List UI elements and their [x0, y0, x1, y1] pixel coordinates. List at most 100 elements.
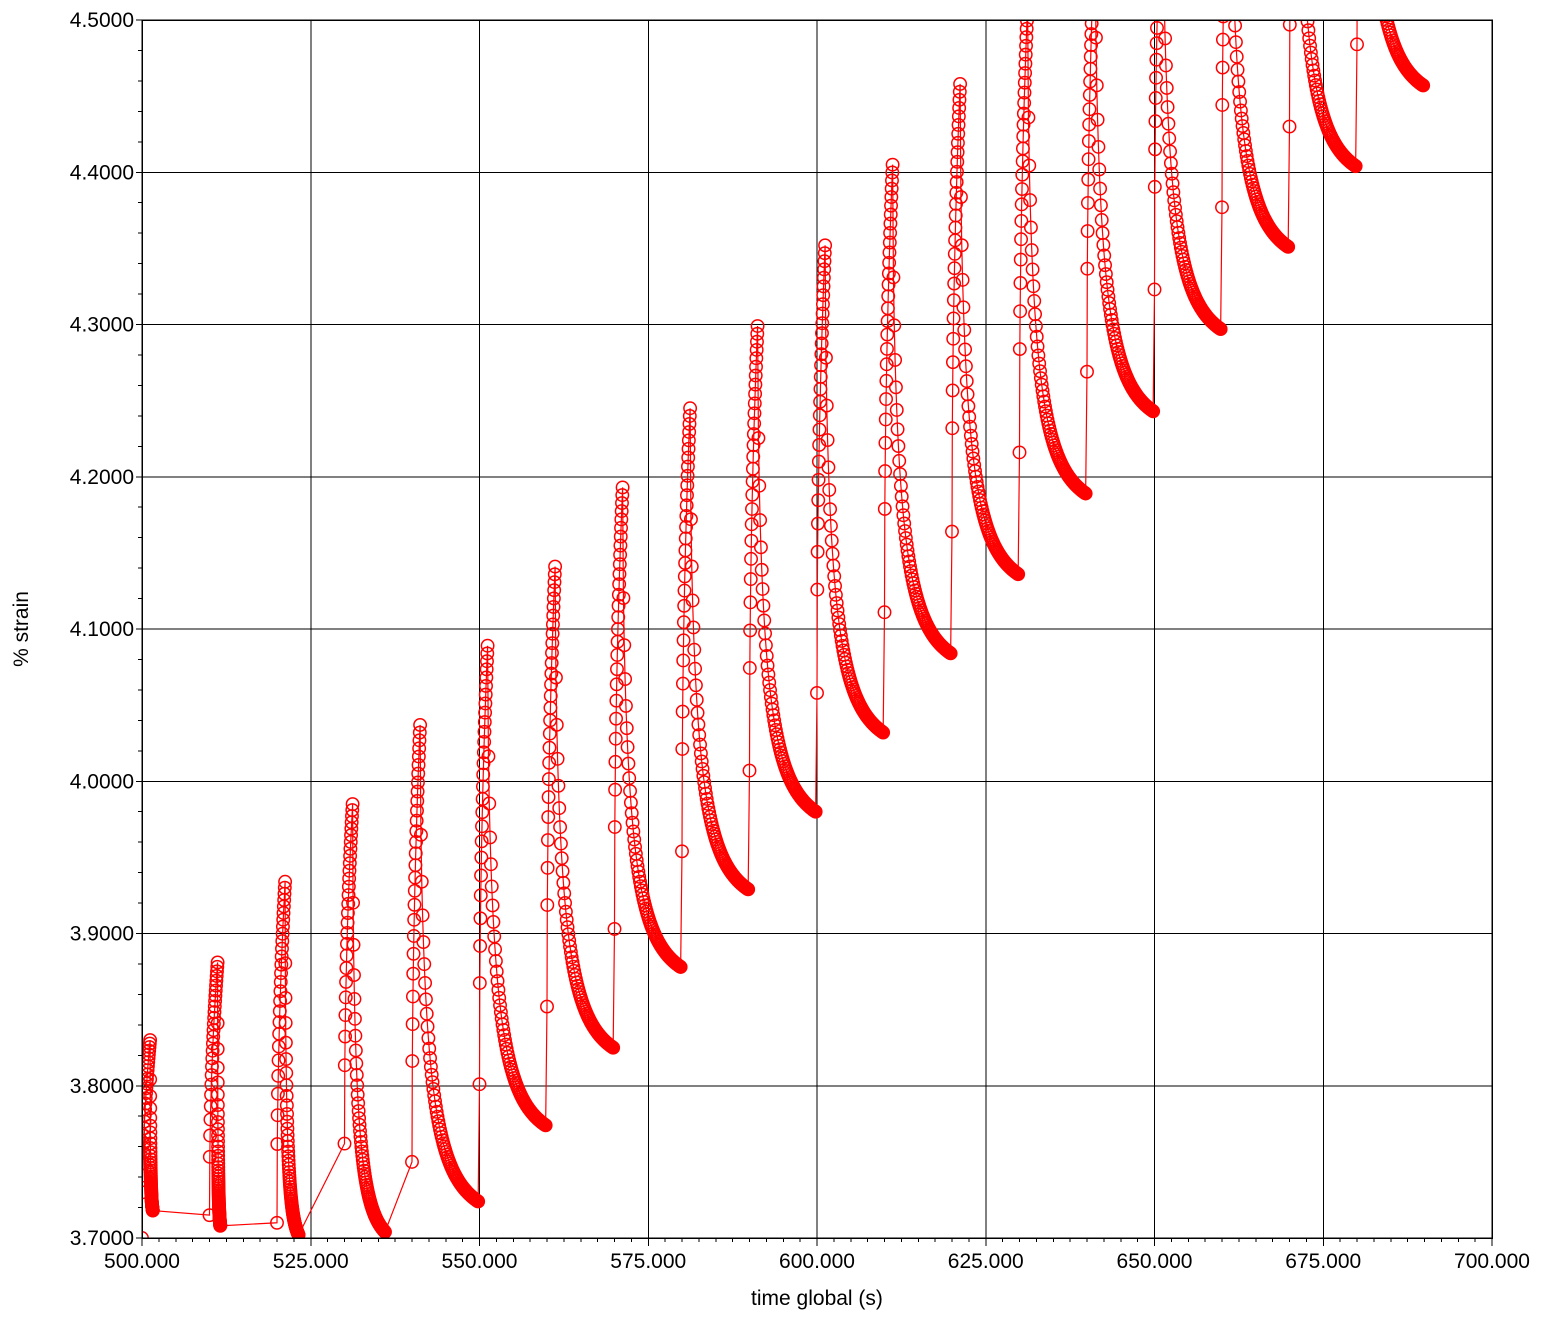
data-point: [876, 725, 891, 740]
data-point: [541, 810, 556, 825]
data-point: [1239, 149, 1254, 164]
data-point: [1080, 364, 1094, 379]
data-point: [679, 509, 694, 523]
data-point: [497, 1028, 512, 1043]
data-point: [1307, 68, 1322, 83]
data-point: [210, 964, 224, 979]
data-point: [210, 1016, 225, 1031]
data-point: [810, 544, 825, 559]
data-point: [886, 270, 901, 285]
data-point: [1170, 220, 1185, 235]
data-point: [410, 784, 425, 799]
data-point: [340, 915, 355, 930]
y-tick-label: 4.4000: [70, 161, 134, 184]
data-point: [949, 175, 964, 190]
data-point: [946, 311, 961, 326]
data-point: [347, 992, 362, 1006]
data-point: [961, 399, 976, 414]
data-point: [405, 1054, 420, 1068]
data-point: [544, 677, 558, 692]
data-point: [949, 185, 964, 200]
data-point: [411, 766, 426, 781]
data-point: [270, 1108, 285, 1123]
data-point: [1104, 313, 1119, 327]
data-point: [1233, 94, 1248, 109]
data-point: [279, 1098, 294, 1113]
data-point: [1035, 383, 1050, 398]
data-point: [947, 246, 962, 261]
data-point: [630, 859, 645, 874]
data-point: [1166, 185, 1181, 200]
data-point: [340, 926, 355, 940]
data-point: [472, 1077, 487, 1092]
data-point: [695, 761, 710, 776]
data-point: [542, 740, 557, 755]
data-point: [1232, 85, 1247, 99]
data-point: [1013, 252, 1028, 267]
data-point: [474, 850, 489, 865]
data-point: [750, 326, 765, 341]
data-point: [879, 392, 894, 407]
data-point: [882, 235, 897, 250]
data-point: [633, 874, 647, 889]
data-point: [885, 173, 899, 188]
data-point: [478, 696, 493, 711]
data-point: [677, 569, 692, 584]
data-point: [1377, 0, 1389, 10]
data-point: [338, 990, 353, 1005]
data-point: [692, 728, 707, 742]
data-point: [812, 422, 827, 437]
data-point: [700, 796, 715, 811]
x-tick-label: 550.000: [442, 1250, 518, 1273]
data-point: [741, 882, 756, 897]
data-point: [901, 549, 916, 564]
data-point: [1159, 81, 1174, 95]
data-point: [968, 469, 983, 484]
data-point: [631, 864, 646, 879]
data-point: [351, 1096, 366, 1111]
data-point: [884, 181, 899, 196]
data-point: [893, 478, 908, 493]
data-point: [541, 790, 556, 804]
data-point: [270, 1086, 285, 1101]
data-point: [420, 1019, 435, 1034]
data-point: [479, 662, 494, 677]
data-point: [611, 610, 626, 625]
data-point: [1024, 243, 1039, 258]
data-point: [143, 1141, 158, 1155]
data-point: [472, 976, 487, 990]
data-point: [1234, 111, 1249, 126]
data-point: [885, 157, 900, 172]
data-point: [618, 672, 633, 687]
data-point: [823, 502, 838, 517]
data-point: [945, 524, 959, 539]
data-point: [548, 559, 563, 574]
data-point: [1023, 220, 1038, 235]
data-point: [1017, 75, 1032, 90]
data-point: [759, 648, 774, 663]
data-point: [563, 945, 578, 959]
data-point: [815, 316, 830, 331]
data-point: [280, 1134, 295, 1149]
data-point: [743, 572, 758, 587]
data-point: [813, 369, 828, 384]
data-point: [541, 772, 556, 787]
data-point: [1078, 486, 1093, 501]
data-point: [353, 1134, 368, 1149]
data-point: [750, 334, 764, 349]
data-point: [546, 599, 561, 614]
data-point: [1378, 2, 1390, 14]
data-point: [810, 686, 824, 700]
data-point: [754, 562, 769, 577]
data-point: [1164, 166, 1179, 181]
data-point: [341, 879, 356, 894]
data-point: [1016, 106, 1031, 121]
data-point: [346, 895, 361, 910]
data-point: [1090, 20, 1094, 21]
data-point: [1012, 445, 1027, 460]
strain-series: [142, 0, 1431, 1238]
data-point: [1022, 158, 1037, 173]
data-point: [1025, 262, 1040, 277]
data-point: [742, 661, 757, 675]
data-point: [355, 1148, 370, 1163]
